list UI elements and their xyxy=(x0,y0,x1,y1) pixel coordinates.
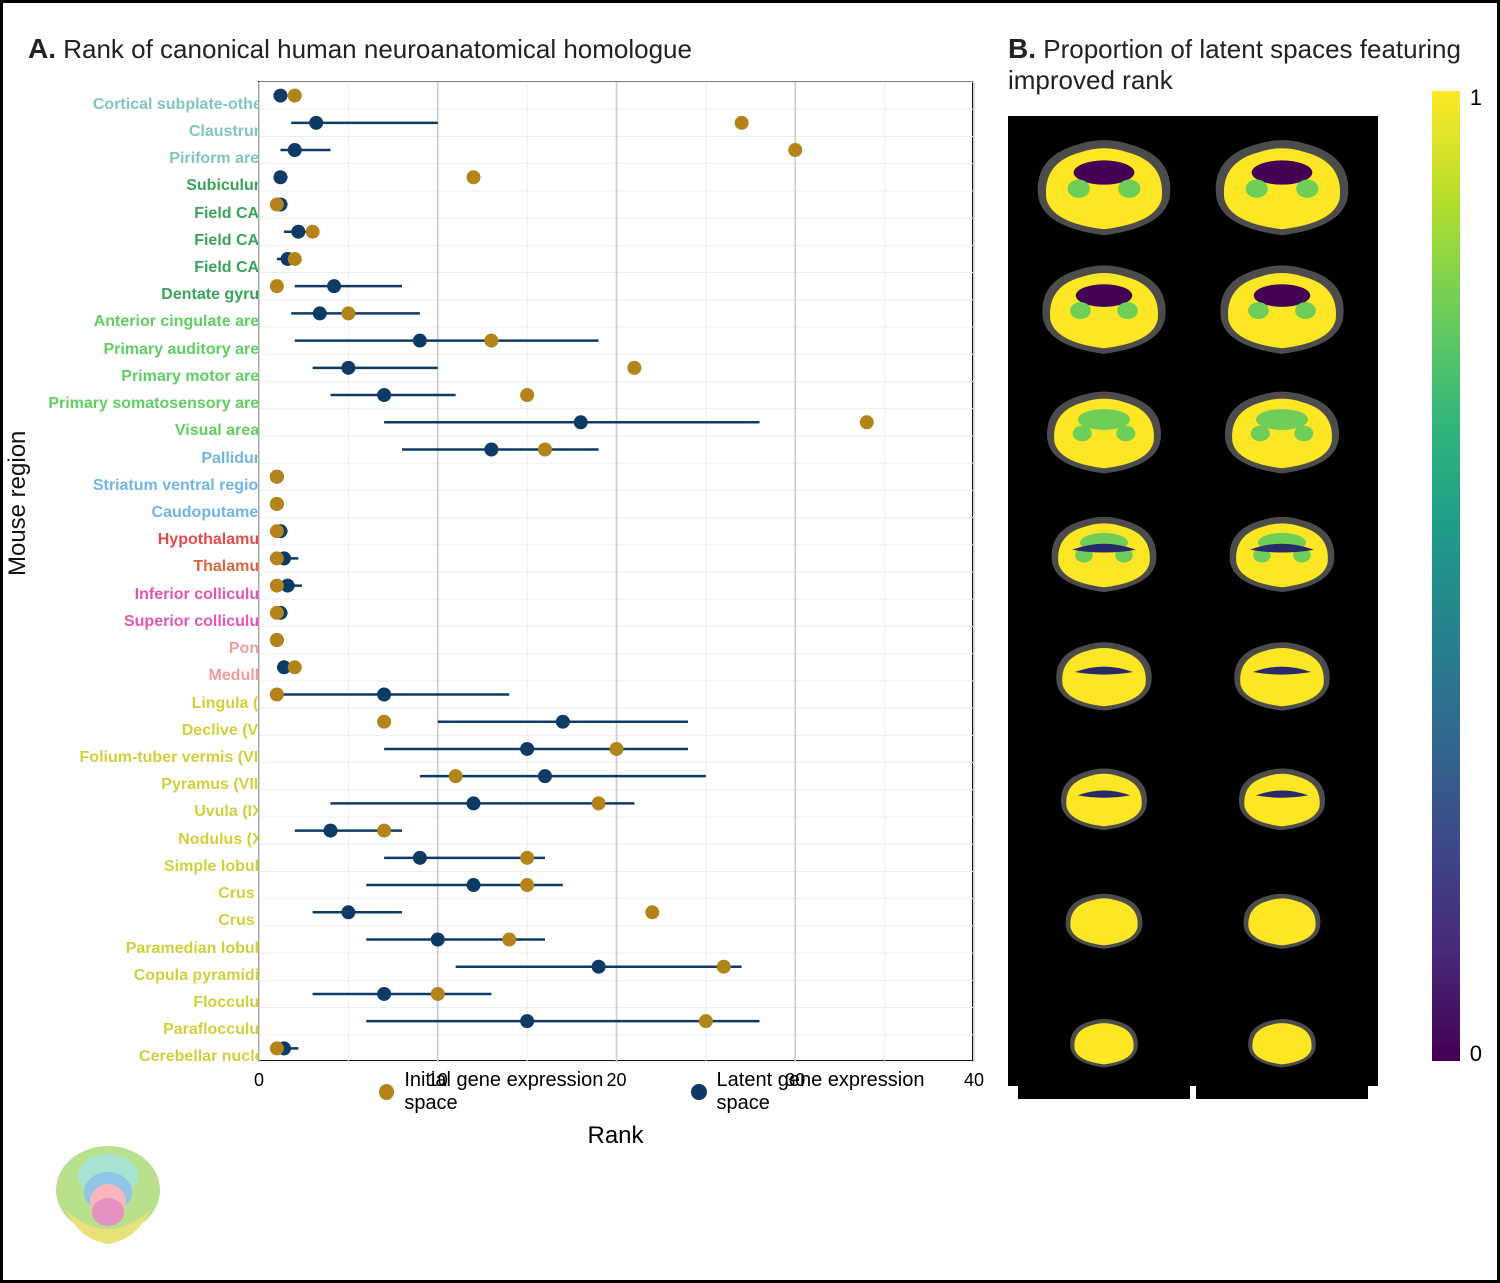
region-label: Claustrum xyxy=(48,124,268,140)
region-label: Folium-tuber vermis (VII) xyxy=(48,750,268,766)
brain-slice xyxy=(1196,738,1368,854)
colorbar: 1 0 xyxy=(1432,91,1460,1061)
region-label: Pyramus (VIII) xyxy=(48,777,268,793)
brain-slice-grid xyxy=(1008,116,1378,1086)
region-label: Anterior cingulate area xyxy=(48,314,268,330)
panel-b-title: B. Proportion of latent spaces featuring… xyxy=(1008,33,1472,96)
legend-latent-swatch xyxy=(691,1084,706,1100)
brain-slice xyxy=(1196,860,1368,976)
region-label: Superior colliculus xyxy=(48,614,268,630)
region-label: Copula pyramidis xyxy=(48,968,268,984)
colorbar-min: 0 xyxy=(1470,1041,1482,1067)
region-label: Pallidum xyxy=(48,451,268,467)
brain-slice xyxy=(1196,982,1368,1098)
brain-slice xyxy=(1196,493,1368,609)
brain-slice xyxy=(1018,738,1190,854)
region-label: Field CA3 xyxy=(48,260,268,276)
panel-a-chart: 010203040 Rank Initial gene expression s… xyxy=(258,81,973,1061)
region-label: Inferior colliculus xyxy=(48,587,268,603)
panel-a-legend: Initial gene expression space Latent gen… xyxy=(379,1069,972,1115)
region-label: Nodulus (X) xyxy=(48,832,268,848)
region-label: Field CA1 xyxy=(48,206,268,222)
brain-slice xyxy=(1018,371,1190,487)
region-label: Primary somatosensory area xyxy=(48,396,268,412)
region-label: Piriform area xyxy=(48,151,268,167)
region-label: Paraflocculus xyxy=(48,1022,268,1038)
brain-slice xyxy=(1018,248,1190,364)
region-label: Hypothalamus xyxy=(48,532,268,548)
region-label: Dentate gyrus xyxy=(48,287,268,303)
region-label: Crus 1 xyxy=(48,886,268,902)
svg-text:0: 0 xyxy=(254,1070,264,1090)
region-label: Visual areas xyxy=(48,423,268,439)
region-label: Subiculum xyxy=(48,178,268,194)
panel-a-title: A. Rank of canonical human neuroanatomic… xyxy=(28,33,988,65)
panel-a: A. Rank of canonical human neuroanatomic… xyxy=(28,33,988,1250)
region-label: Pons xyxy=(48,641,268,657)
region-label: Lingula (I) xyxy=(48,696,268,712)
region-label: Striatum ventral region xyxy=(48,478,268,494)
brain-slice xyxy=(1196,371,1368,487)
region-label: Flocculus xyxy=(48,995,268,1011)
mini-brain-icon xyxy=(48,1140,168,1250)
region-label: Uvula (IX) xyxy=(48,804,268,820)
panel-a-ylabel: Mouse region xyxy=(4,430,32,575)
region-label: Field CA2 xyxy=(48,233,268,249)
region-label: Declive (VI) xyxy=(48,723,268,739)
legend-latent: Latent gene expression space xyxy=(691,1069,972,1115)
legend-initial-label: Initial gene expression space xyxy=(404,1069,651,1115)
region-label: Simple lobule xyxy=(48,859,268,875)
legend-initial-swatch xyxy=(379,1084,394,1100)
region-label: Primary auditory area xyxy=(48,342,268,358)
legend-initial: Initial gene expression space xyxy=(379,1069,651,1115)
region-label: Thalamus xyxy=(48,559,268,575)
region-label: Caudoputamen xyxy=(48,505,268,521)
region-label: Paramedian lobule xyxy=(48,941,268,957)
region-label: Crus 2 xyxy=(48,913,268,929)
region-label: Cerebellar nuclei xyxy=(48,1049,268,1065)
region-label: Medulla xyxy=(48,668,268,684)
brain-slice xyxy=(1018,860,1190,976)
panel-a-svg: 010203040 xyxy=(259,82,974,1092)
brain-slice xyxy=(1018,126,1190,242)
panel-a-prefix: A. xyxy=(28,33,56,64)
panel-a-title-text: Rank of canonical human neuroanatomical … xyxy=(63,34,692,64)
brain-slice xyxy=(1196,248,1368,364)
panel-b-title-text: Proportion of latent spaces featuring im… xyxy=(1008,34,1461,95)
panel-a-xlabel: Rank xyxy=(587,1122,643,1150)
brain-slice xyxy=(1196,615,1368,731)
brain-slice xyxy=(1018,982,1190,1098)
brain-slice xyxy=(1018,493,1190,609)
brain-slice xyxy=(1196,126,1368,242)
region-label: Primary motor area xyxy=(48,369,268,385)
legend-latent-label: Latent gene expression space xyxy=(717,1069,972,1115)
panel-b-prefix: B. xyxy=(1008,33,1036,64)
panel-b: B. Proportion of latent spaces featuring… xyxy=(1008,33,1472,1250)
region-label: Cortical subplate-other xyxy=(48,97,268,113)
brain-slice xyxy=(1018,615,1190,731)
colorbar-max: 1 xyxy=(1470,85,1482,111)
